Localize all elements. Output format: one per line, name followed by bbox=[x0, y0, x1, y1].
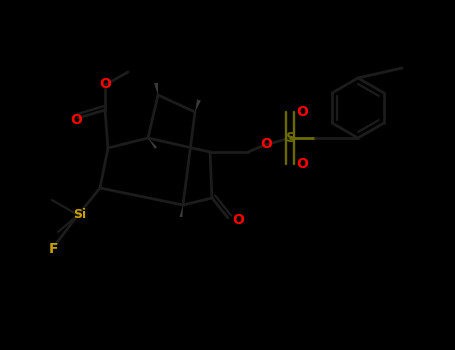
Text: O: O bbox=[232, 213, 244, 227]
Polygon shape bbox=[148, 138, 157, 149]
Text: O: O bbox=[70, 113, 82, 127]
Text: O: O bbox=[296, 157, 308, 171]
Text: F: F bbox=[48, 242, 58, 256]
Text: O: O bbox=[296, 105, 308, 119]
Polygon shape bbox=[180, 205, 183, 217]
Text: Si: Si bbox=[73, 209, 86, 222]
Polygon shape bbox=[154, 83, 158, 95]
Text: O: O bbox=[260, 137, 272, 151]
Text: O: O bbox=[99, 77, 111, 91]
Polygon shape bbox=[195, 99, 201, 112]
Text: S: S bbox=[286, 131, 296, 145]
